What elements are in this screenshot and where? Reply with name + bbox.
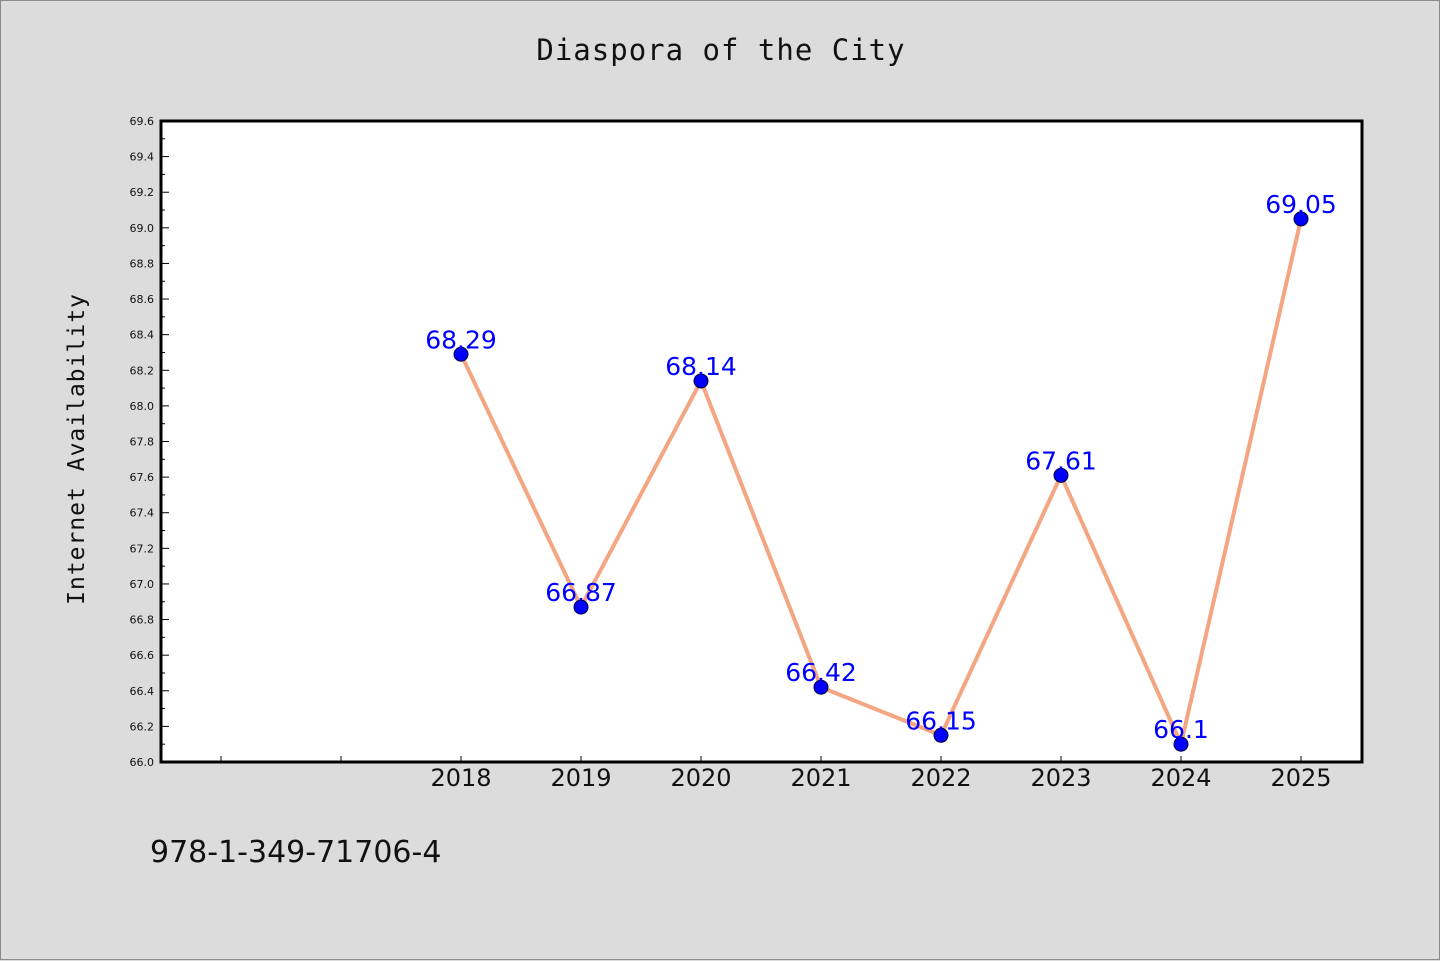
y-tick-label: 68.8 <box>130 257 155 270</box>
data-point <box>1173 736 1189 752</box>
y-tick-label: 68.4 <box>130 329 155 342</box>
data-point <box>693 373 709 389</box>
data-point <box>813 679 829 695</box>
y-tick-label: 67.8 <box>130 436 155 449</box>
y-tick-label: 66.2 <box>130 720 155 733</box>
data-label: 69.05 <box>1265 190 1337 219</box>
data-point <box>453 346 469 362</box>
y-tick-label: 66.0 <box>130 756 155 769</box>
chart-title: Diaspora of the City <box>536 33 906 67</box>
data-label: 66.42 <box>785 658 857 687</box>
y-tick-label: 66.4 <box>130 685 155 698</box>
series-line <box>459 218 1303 747</box>
y-tick-label: 69.4 <box>130 151 155 164</box>
data-label: 66.1 <box>1153 715 1209 744</box>
y-tick-label: 66.8 <box>130 614 155 627</box>
data-label: 66.15 <box>905 706 977 735</box>
x-tick-label: 2018 <box>430 764 491 792</box>
y-tick-label: 69.6 <box>130 115 155 128</box>
data-label: 67.61 <box>1025 446 1097 475</box>
y-tick-label: 67.0 <box>130 578 155 591</box>
y-tick-label: 68.6 <box>130 293 155 306</box>
x-tick-label: 2020 <box>670 764 731 792</box>
y-tick-label: 68.0 <box>130 400 155 413</box>
x-tick-label: 2023 <box>1030 764 1091 792</box>
data-label: 68.14 <box>665 352 737 381</box>
y-tick-label: 69.2 <box>130 186 155 199</box>
y-tick-label: 67.6 <box>130 471 155 484</box>
data-point <box>1053 467 1069 483</box>
data-point <box>1293 211 1309 227</box>
y-tick-label: 67.4 <box>130 507 155 520</box>
x-tick-label: 2019 <box>550 764 611 792</box>
y-tick-label: 68.2 <box>130 364 155 377</box>
data-point <box>933 727 949 743</box>
footer-isbn: 978-1-349-71706-4 <box>150 835 442 870</box>
y-tick-label: 66.6 <box>130 649 155 662</box>
plot-area <box>159 119 1364 764</box>
data-label: 68.29 <box>425 325 497 354</box>
x-tick-label: 2024 <box>1150 764 1211 792</box>
x-tick-label: 2022 <box>910 764 971 792</box>
y-tick-label: 67.2 <box>130 542 155 555</box>
x-tick-label: 2021 <box>790 764 851 792</box>
data-label: 66.87 <box>545 578 617 607</box>
data-point <box>573 599 589 615</box>
y-tick-label: 69.0 <box>130 222 155 235</box>
x-tick-label: 2025 <box>1270 764 1331 792</box>
